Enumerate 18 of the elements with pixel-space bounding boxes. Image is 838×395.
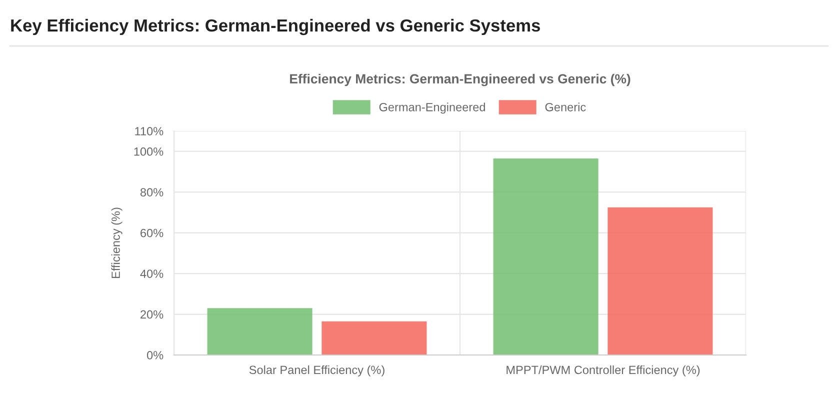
y-tick-label: 40%	[140, 270, 164, 278]
y-tick-label: 0%	[146, 351, 164, 360]
bar	[322, 321, 427, 355]
y-tick-label: 60%	[140, 228, 164, 238]
legend-label: German-Engineered	[379, 102, 485, 114]
y-tick-label: 100%	[134, 147, 164, 156]
y-tick-label: 20%	[140, 310, 164, 319]
y-axis-title: Efficiency (%)	[111, 208, 122, 278]
bar	[493, 158, 598, 355]
y-tick-label: 80%	[140, 188, 164, 196]
bar	[207, 308, 312, 355]
bar	[608, 207, 713, 355]
y-tick-label: 110%	[135, 127, 164, 136]
x-tick-label: MPPT/PWM Controller Efficiency (%)	[506, 365, 700, 376]
chart-subtitle: Efficiency Metrics: German-Engineered vs Generic (%)	[290, 74, 630, 86]
legend-label: Generic	[545, 102, 586, 112]
chart-title: Key Efficiency Metrics: German-Engineered vs Generic Systems	[11, 18, 540, 36]
x-tick-label: Solar Panel Efficiency (%)	[249, 365, 384, 376]
